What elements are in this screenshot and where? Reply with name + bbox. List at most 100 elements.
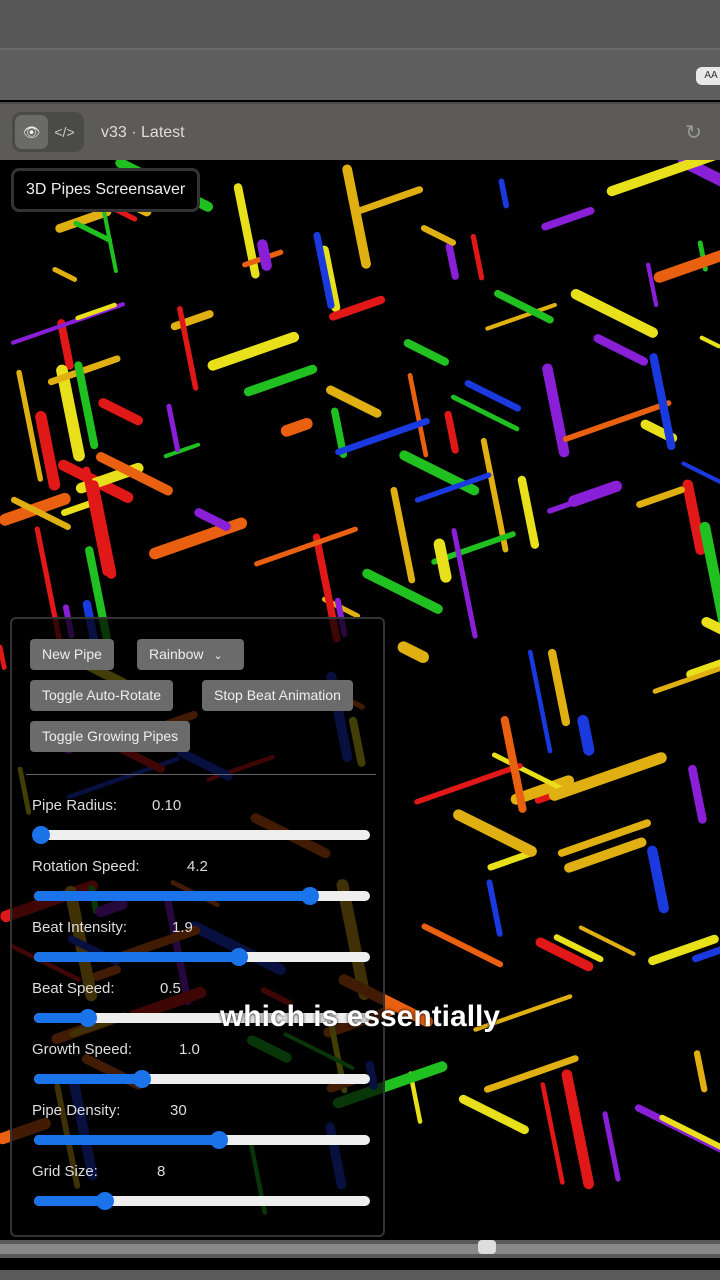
- slider-thumb[interactable]: [78, 1009, 97, 1027]
- slider-fill: [34, 1135, 219, 1145]
- pipe-segment: [313, 231, 335, 309]
- pipe-segment: [163, 442, 201, 459]
- pipe-segment: [602, 1111, 621, 1182]
- slider-label: Growth Speed:: [32, 1041, 133, 1058]
- slider-thumb[interactable]: [300, 887, 319, 905]
- pipe-segment: [403, 339, 450, 366]
- pipe-segment: [96, 452, 173, 496]
- bottom-bar: [0, 1240, 720, 1280]
- pipe-segment: [699, 335, 720, 349]
- slider-value: 1.0: [179, 1041, 200, 1058]
- pipe-segment: [517, 475, 540, 549]
- view-toggle: 👁 </>: [12, 112, 84, 152]
- slider-value: 1.9: [172, 919, 193, 936]
- pipe-segment: [280, 417, 313, 437]
- pipe-segment: [649, 353, 676, 451]
- toggle-growing-pipes-button[interactable]: Toggle Growing Pipes: [30, 721, 191, 752]
- stop-beat-animation-button[interactable]: Stop Beat Animation: [202, 680, 353, 711]
- slider-thumb[interactable]: [95, 1192, 114, 1210]
- pipe-segment: [16, 369, 44, 482]
- pipe-segment: [652, 666, 720, 694]
- slider-value: 30: [170, 1102, 187, 1119]
- slider-value: 8: [157, 1163, 166, 1180]
- pipe-segment: [352, 186, 424, 216]
- refresh-icon[interactable]: ↻: [685, 122, 702, 144]
- reader-badge[interactable]: AA: [696, 67, 720, 85]
- pipe-segment: [362, 568, 443, 614]
- pipe-segment: [177, 306, 199, 391]
- pipe-segment: [450, 394, 520, 432]
- pipe-segment: [254, 526, 358, 567]
- pipe-segment: [329, 295, 386, 321]
- slider-fill: [34, 1074, 142, 1084]
- divider: [26, 774, 376, 775]
- pipe-segment: [542, 363, 570, 458]
- slider-thumb[interactable]: [132, 1070, 151, 1088]
- slider-value: 0.5: [160, 980, 181, 997]
- pipe-segment: [421, 923, 504, 968]
- pipe-segment: [35, 411, 61, 491]
- pipe-segment: [691, 946, 720, 963]
- eye-icon[interactable]: 👁: [15, 115, 48, 149]
- color-mode-select[interactable]: Rainbow ⌄: [137, 639, 244, 670]
- pipe-segment: [564, 837, 647, 873]
- slider-thumb[interactable]: [229, 948, 248, 966]
- slider-thumb[interactable]: [31, 826, 50, 844]
- slider-track[interactable]: [34, 948, 370, 966]
- pipe-segment: [56, 364, 85, 462]
- pipe-segment: [257, 239, 272, 271]
- slider-value: 0.10: [152, 797, 182, 814]
- pipe-segment: [682, 479, 707, 555]
- pipe-segment: [540, 1082, 565, 1185]
- slider-label: Beat Speed:: [32, 980, 115, 997]
- pipe-segment: [207, 331, 300, 371]
- pipe-segment: [686, 659, 720, 680]
- pipe-segment: [701, 616, 720, 635]
- pipe-segment: [693, 1050, 708, 1093]
- pipe-segment: [73, 220, 113, 243]
- pipe-segment: [451, 528, 478, 639]
- pipe-segment: [194, 508, 231, 531]
- toggle-auto-rotate-button[interactable]: Toggle Auto-Rotate: [30, 680, 174, 711]
- pipe-segment: [699, 521, 720, 631]
- pipe-segment: [335, 418, 430, 456]
- browser-top-bar: [0, 0, 720, 48]
- slider-track[interactable]: [34, 1131, 370, 1149]
- new-pipe-button[interactable]: New Pipe: [30, 639, 114, 670]
- slider-track[interactable]: [34, 887, 370, 905]
- pipe-segment: [577, 714, 595, 756]
- slider-track[interactable]: [34, 1009, 370, 1027]
- code-icon[interactable]: </>: [54, 124, 75, 140]
- pipe-segment: [486, 879, 503, 937]
- pipe-segment: [562, 400, 672, 442]
- pipe-segment: [527, 649, 553, 754]
- pipe-segment: [535, 937, 594, 972]
- pipe-segment: [688, 764, 707, 824]
- pipe-segment: [659, 1114, 720, 1150]
- pipe-segment: [342, 164, 371, 269]
- slider-label: Rotation Speed:: [32, 858, 140, 875]
- slider-value: 4.2: [187, 858, 208, 875]
- slider-track[interactable]: [31, 826, 370, 844]
- slider-thumb[interactable]: [209, 1131, 228, 1149]
- pipe-segment: [553, 934, 604, 963]
- version-label[interactable]: v33 · Latest: [101, 124, 185, 141]
- color-mode-value: Rainbow: [149, 646, 204, 662]
- pipe-segment: [494, 289, 554, 324]
- scroll-handle[interactable]: [478, 1240, 496, 1254]
- slider-track[interactable]: [34, 1192, 370, 1210]
- pipe-segment: [166, 403, 181, 453]
- pipe-segment: [74, 361, 99, 450]
- pipe-segment: [414, 763, 523, 805]
- pipe-segment: [52, 267, 78, 282]
- pipe-segment: [470, 233, 485, 281]
- pipe-segment: [445, 242, 459, 280]
- pipe-segment: [557, 819, 651, 857]
- pipe-segment: [480, 437, 509, 553]
- pipe-segment: [414, 472, 492, 503]
- slider-track[interactable]: [34, 1070, 370, 1088]
- pipe-segment: [487, 849, 537, 871]
- pipe-segment: [547, 497, 584, 514]
- slider-fill: [34, 891, 310, 901]
- pipe-segment: [473, 994, 573, 1032]
